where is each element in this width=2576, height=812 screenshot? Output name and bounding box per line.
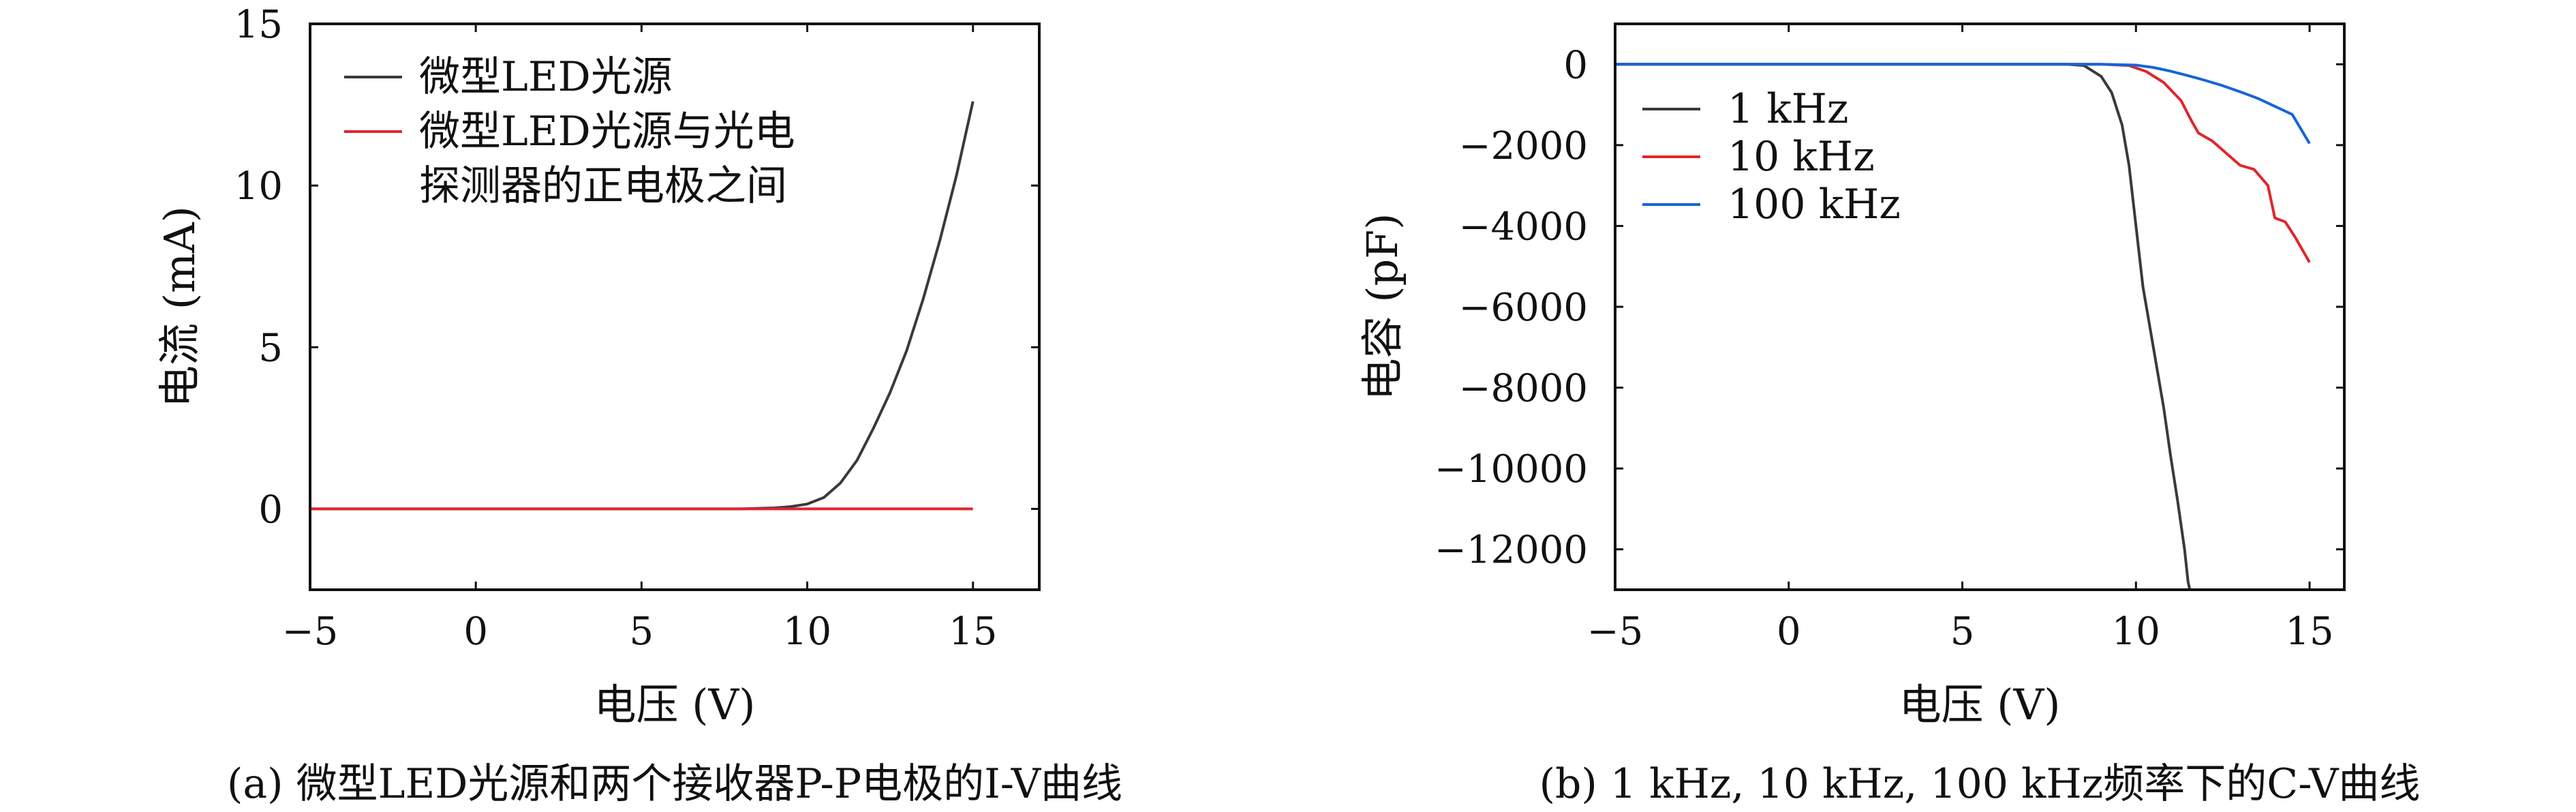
legend-label-led-detector-line1: 微型LED光源与光电 [419,108,795,155]
panel-b-x-axis-title: 电压 (V) [1899,680,2061,730]
panel-b-x-tick-label: 10 [2112,610,2160,654]
panel-a-y-tick-label: 15 [234,3,283,47]
panel-b-y-tick-label: 0 [1563,43,1588,87]
panel-b-y-tick-label: −10000 [1435,447,1588,492]
panel-a-x-axis-title: 电压 (V) [594,680,756,730]
panel-b-series-line-0 [1615,63,2192,590]
panel-a-y-axis-title: 电流 (mA) [155,206,204,408]
panel-b-caption: (b) 1 kHz, 10 kHz, 100 kHz频率下的C-V曲线 [1539,760,2421,808]
panel-b-y-tick-label: −6000 [1459,286,1588,330]
panel-b-x-tick-label: 5 [1950,610,1975,654]
panel-a-x-tick-label: 0 [463,610,488,654]
panel-b-frame [1614,22,2346,591]
panel-a-plot-area: −5 0 5 10 15 0 5 10 15 [234,3,1039,654]
panel-a-y-tick-label: 0 [258,487,283,532]
panel-b-x-tick-label: 0 [1777,610,1801,654]
panel-a-y-tick-label: 10 [234,164,283,209]
panel-b-series-line-2 [1615,63,2311,145]
panel-b-legend: 1 kHz 10 kHz 100 kHz [1642,85,1901,228]
panel-a-x-tick-label: −5 [282,610,339,654]
panel-a-caption: (a) 微型LED光源和两个接收器P-P电极的I-V曲线 [227,760,1122,808]
panel-b-x-tick-label: −5 [1587,610,1644,654]
panel-b-y-tick-label: −4000 [1459,205,1588,249]
panel-a-iv-curve: −5 0 5 10 15 0 5 10 15 微型LED光源 微型LED光源与光电 探测器的正电… [155,3,1122,808]
panel-b-plot-area: −5 0 5 10 15 0 −2000 −4000 −6000 −8000 −10000 −1200… [1435,24,2344,654]
panel-a-frame [309,22,1041,591]
panel-a-legend: 微型LED光源 微型LED光源与光电 探测器的正电极之间 [344,53,795,210]
panel-b-x-tick-label: 15 [2285,610,2333,654]
panel-a-x-tick-label: 5 [630,610,654,654]
panel-b-cv-curve: −5 0 5 10 15 0 −2000 −4000 −6000 −8000 −10000 −1200… [1358,22,2421,808]
panel-b-y-tick-label: −8000 [1459,367,1588,411]
panel-b-y-tick-label: −12000 [1435,528,1588,573]
panel-a-y-tick-label: 5 [258,326,283,370]
legend-label-led-detector-line2: 探测器的正电极之间 [419,162,787,210]
panel-b-y-tick-label: −2000 [1459,124,1588,168]
legend-label-1khz: 1 kHz [1728,85,1849,133]
panel-a-x-tick-label: 15 [949,610,997,654]
legend-label-10khz: 10 kHz [1728,133,1875,181]
panel-b-y-axis-title: 电容 (pF) [1358,213,1407,401]
panel-b-series-line-1 [1615,63,2311,263]
legend-label-100khz: 100 kHz [1728,181,1901,228]
panel-a-x-tick-label: 10 [783,610,831,654]
legend-label-led: 微型LED光源 [419,53,673,101]
